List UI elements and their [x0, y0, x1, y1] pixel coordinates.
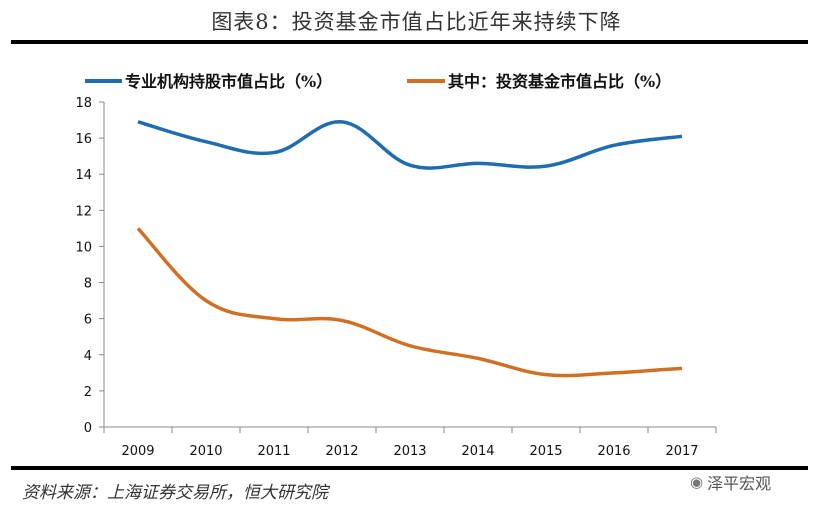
y-tick-label: 0: [84, 421, 92, 436]
wechat-icon: ◉: [690, 473, 704, 491]
source-note: 资料来源：上海证券交易所，恒大研究院: [22, 483, 328, 503]
x-tick-label: 2013: [393, 444, 426, 459]
y-tick-label: 14: [75, 168, 92, 183]
x-axis: 2009 2010 2011 2012 2013 2014 2015 2016 2017: [103, 426, 717, 459]
x-tick-label: 2011: [257, 444, 290, 459]
x-tick-label: 2010: [189, 444, 222, 459]
y-tick-label: 12: [75, 204, 92, 219]
x-tick-label: 2012: [325, 444, 358, 459]
watermark: ◉ 泽平宏观: [690, 470, 771, 494]
series-layer: [136, 120, 683, 378]
x-tick-label: 2017: [665, 444, 698, 459]
top-rule: [11, 40, 808, 44]
watermark-text: 泽平宏观: [707, 474, 772, 493]
x-tick-label: 2014: [461, 444, 494, 459]
legend-label-institutional: 专业机构持股市值占比（%）: [125, 72, 332, 91]
legend: 专业机构持股市值占比（%） 其中：投资基金市值占比（%）: [85, 72, 671, 91]
legend-label-funds: 其中：投资基金市值占比（%）: [448, 72, 671, 91]
x-tick-label: 2009: [121, 444, 154, 459]
series-line-institutional: [137, 120, 683, 170]
x-tick-label: 2016: [597, 444, 630, 459]
y-tick-label: 18: [75, 96, 92, 111]
y-axis: 0 2 4 6 8 10 12 14 16 18: [75, 96, 105, 436]
bottom-rule: [11, 466, 808, 470]
x-tick-label: 2015: [529, 444, 562, 459]
figure-title: 图表8：投资基金市值占比近年来持续下降: [211, 10, 622, 34]
y-tick-label: 8: [84, 277, 92, 292]
series-line-funds: [136, 227, 683, 378]
y-tick-label: 16: [75, 132, 92, 147]
y-tick-label: 10: [75, 240, 92, 255]
y-tick-label: 4: [84, 349, 92, 364]
y-tick-label: 6: [84, 313, 92, 328]
y-tick-label: 2: [84, 385, 92, 400]
